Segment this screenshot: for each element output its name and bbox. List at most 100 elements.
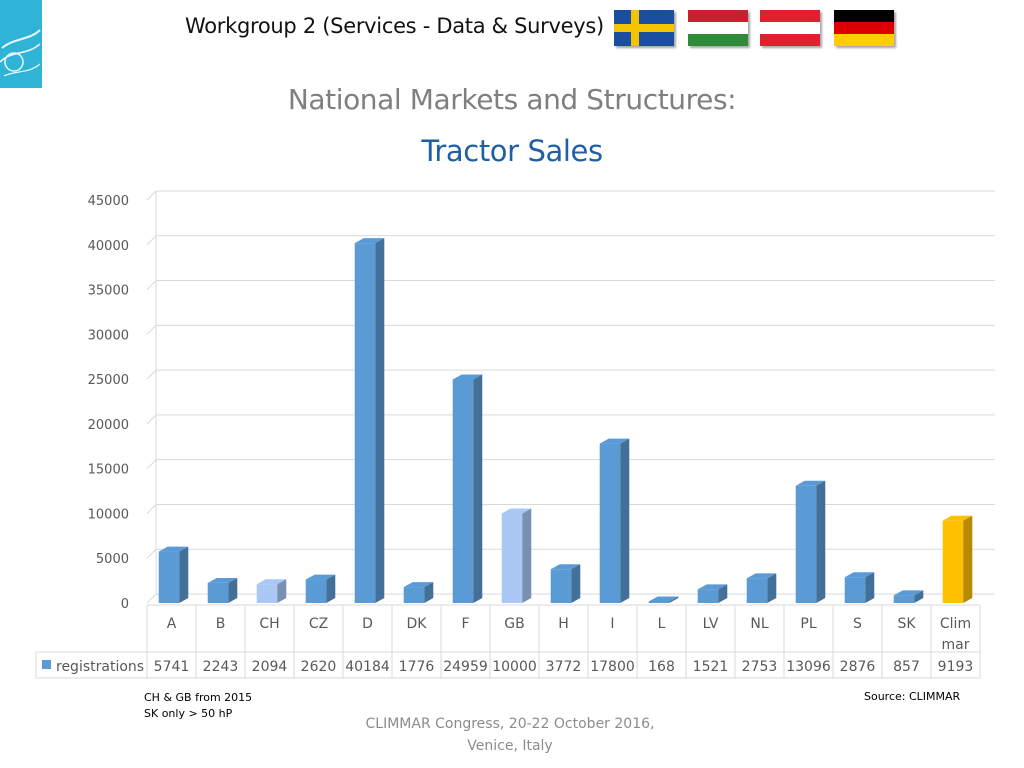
bar-side (375, 238, 385, 603)
y-tick-label: 15000 (88, 463, 129, 478)
bar-top (403, 582, 434, 588)
gridline-side (146, 459, 157, 470)
header-title: Workgroup 2 (Services - Data & Surveys) (185, 14, 604, 38)
data-label: 3772 (546, 659, 582, 675)
bar-side (179, 546, 189, 603)
data-label: 2620 (301, 659, 337, 675)
footer-line1: CLIMMAR Congress, 20-22 October 2016, (365, 716, 655, 732)
legend-label: registrations (56, 659, 144, 675)
x-tick-label: GB (504, 616, 524, 632)
data-label: 2094 (252, 659, 288, 675)
y-tick-label: 10000 (88, 507, 129, 522)
sweden-flag-icon (614, 10, 674, 46)
bar-top (305, 574, 336, 580)
x-tick-label: DK (407, 616, 428, 632)
bar-top (893, 590, 924, 596)
x-tick-label: A (167, 616, 177, 632)
bar-side (424, 582, 434, 603)
note-sk: SK only > 50 hP (144, 707, 233, 720)
x-tick-label: SK (897, 616, 916, 632)
data-label: 168 (648, 659, 675, 675)
source-note: Source: CLIMMAR (864, 690, 961, 703)
data-label: 1776 (399, 659, 435, 675)
gridline-side (146, 414, 157, 425)
footer: CLIMMAR Congress, 20-22 October 2016, Ve… (340, 713, 680, 757)
bar (452, 379, 474, 603)
y-tick-label: 5000 (96, 552, 129, 567)
bar-top (452, 374, 483, 380)
bar-side (326, 574, 336, 603)
bar-side (473, 374, 483, 603)
data-label: 13096 (786, 659, 831, 675)
y-tick-label: 20000 (88, 418, 129, 433)
bar-top (599, 438, 630, 444)
data-label: 1521 (693, 659, 729, 675)
climmar-logo-icon (0, 0, 42, 88)
x-tick-label: D (362, 616, 373, 632)
bar-side (669, 596, 679, 603)
bar-top (844, 572, 875, 578)
data-label: 857 (893, 659, 920, 675)
bar-top (354, 238, 385, 244)
bar (648, 601, 670, 603)
austria-flag-icon (760, 10, 820, 46)
x-tick-label: L (658, 616, 666, 632)
bar-side (571, 564, 581, 603)
data-label: 9193 (938, 659, 974, 675)
data-label: 40184 (345, 659, 390, 675)
bar (599, 443, 621, 603)
bar-side (767, 573, 777, 603)
data-label: 2243 (203, 659, 239, 675)
bar-side (816, 480, 826, 603)
gridline-side (146, 369, 157, 380)
bar-top (207, 577, 238, 583)
data-label: 2753 (742, 659, 778, 675)
x-tick-label: CH (259, 616, 279, 632)
bar (746, 578, 768, 603)
bar-side (620, 438, 630, 603)
x-tick-label: LV (703, 616, 719, 632)
bar (501, 513, 523, 603)
bar (256, 584, 278, 603)
bar (158, 551, 180, 603)
bar-top (256, 579, 287, 585)
bar-side (963, 515, 973, 603)
x-tick-label: S (853, 616, 862, 632)
bar (893, 595, 915, 603)
slide-title: National Markets and Structures: (287, 83, 737, 116)
footer-line2: Venice, Italy (467, 738, 553, 754)
y-tick-label: 25000 (88, 373, 129, 388)
bar (403, 587, 425, 603)
bar-top (942, 515, 973, 521)
bar-top (746, 573, 777, 579)
data-label: 5741 (154, 659, 190, 675)
y-tick-label: 30000 (88, 328, 129, 343)
bar (942, 520, 964, 603)
bar-side (228, 577, 238, 603)
bar (697, 589, 719, 603)
x-tick-label: I (610, 616, 614, 632)
gridline-side (146, 504, 157, 514)
x-tick-label: H (558, 616, 569, 632)
chart-notes: CH & GB from 2015 SK only > 50 hP (144, 690, 252, 722)
gridline-side (146, 235, 157, 246)
gridline-side (146, 324, 157, 335)
gridline-side (146, 593, 157, 604)
y-tick-label: 0 (121, 597, 129, 612)
gridline-side (146, 190, 157, 201)
bar (795, 485, 817, 603)
bar (844, 577, 866, 603)
gridline-side (146, 280, 157, 290)
x-tick-label: CZ (309, 616, 328, 632)
legend-key (42, 660, 51, 669)
bar (550, 569, 572, 603)
data-label: 17800 (590, 659, 635, 675)
bar (354, 243, 376, 604)
gridline-side (146, 548, 157, 559)
bar (207, 582, 229, 603)
x-tick-label: B (216, 616, 226, 632)
y-tick-label: 45000 (88, 194, 129, 209)
x-tick-label: PL (800, 616, 816, 632)
y-tick-label: 40000 (88, 239, 129, 254)
bar-top (795, 480, 826, 486)
